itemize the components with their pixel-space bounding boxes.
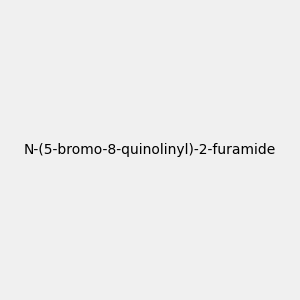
Text: N-(5-bromo-8-quinolinyl)-2-furamide: N-(5-bromo-8-quinolinyl)-2-furamide [24, 143, 276, 157]
